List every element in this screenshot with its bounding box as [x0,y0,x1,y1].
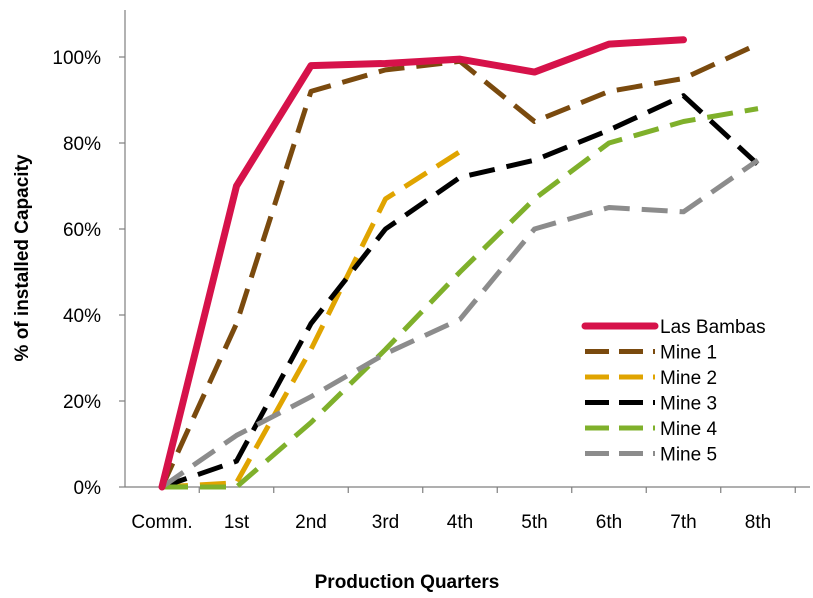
series-line-las-bambas [158,36,687,491]
x-tick-label: 3rd [372,512,399,533]
y-tick-label: 80% [63,134,101,155]
legend-label-mine-3: Mine 3 [660,394,717,415]
x-tick-label: 7th [670,512,696,533]
legend-label-las-bambas: Las Bambas [660,317,766,338]
series-line-mine-4 [162,106,759,490]
x-tick-labels: Comm. 1st 2nd 3rd 4th 5th 6th 7th 8th [131,512,771,533]
y-tick-label: 20% [63,392,101,413]
x-tick-label: 8th [745,512,771,533]
x-tick-label: 2nd [295,512,327,533]
x-tick-label: 4th [447,512,473,533]
y-tick-label: 60% [63,220,101,241]
x-axis-title: Production Quarters [315,572,500,593]
legend-label-mine-1: Mine 1 [660,343,717,364]
series-line-mine-3 [161,93,760,490]
y-tick-label: 100% [52,48,101,69]
y-tick-labels: 0% 20% 40% 60% 80% 100% [52,48,101,499]
y-tick-label: 40% [63,306,101,327]
legend-label-mine-2: Mine 2 [660,368,717,389]
legend-label-mine-4: Mine 4 [660,419,717,440]
x-tick-label: 6th [596,512,622,533]
series-line-mine-2 [161,149,462,490]
series-layer [158,36,760,491]
legend: Las Bambas Mine 1 Mine 2 Mine 3 Mine 4 Mine 5 [581,317,766,466]
x-tick-label: 1st [224,512,250,533]
x-tick-label: 5th [521,512,547,533]
y-axis-title: % of installed Capacity [12,154,33,361]
x-tick-label: Comm. [131,512,192,533]
y-tick-label: 0% [74,478,102,499]
series-line-mine-5 [160,158,760,490]
legend-label-mine-5: Mine 5 [660,445,717,466]
